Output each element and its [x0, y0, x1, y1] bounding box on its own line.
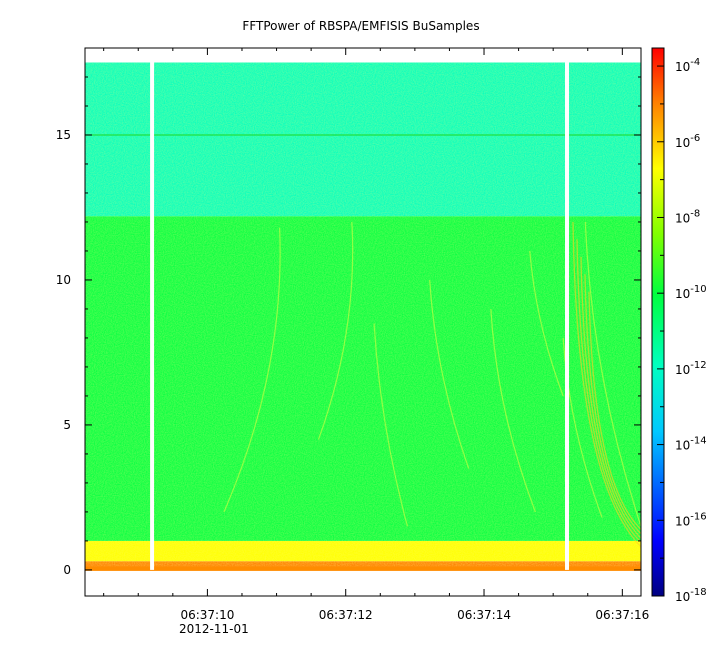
emission-curve: [580, 256, 641, 539]
data-gap: [150, 62, 155, 570]
x-tick-label: 06:37:12: [319, 608, 373, 622]
emission-curve: [584, 274, 641, 535]
whistler-streak: [584, 221, 641, 527]
spectrogram-noise-texture: [85, 62, 641, 570]
whistler-streak: [429, 279, 470, 469]
colorbar-tick-label: 10-6: [675, 133, 700, 150]
chart-title: FFTPower of RBSPA/EMFISIS BuSamples: [242, 19, 479, 33]
plot-area: [85, 48, 641, 596]
emission-curve: [572, 221, 641, 548]
whistler-streak: [223, 227, 281, 513]
colorbar-tick-label: 10-4: [675, 57, 700, 74]
whistler-features: [85, 134, 641, 571]
y-tick-label: 0: [63, 563, 71, 577]
x-date-label: 2012-11-01: [179, 622, 249, 636]
whistler-streak: [373, 323, 409, 527]
whistler-streak: [529, 250, 564, 397]
colorbar-tick-label: 10-10: [675, 284, 707, 301]
plot-frame: [84, 47, 642, 597]
whistler-streak: [490, 308, 536, 513]
x-tick-label: 06:37:16: [595, 608, 649, 622]
y-tick-label: 10: [56, 273, 71, 287]
y-tick-label: 5: [63, 418, 71, 432]
colorbar-tick-label: 10-14: [675, 436, 707, 453]
colorbar-tick-label: 10-12: [675, 360, 707, 377]
x-axis: 06:37:10 06:37:12 06:37:14 06:37:16: [103, 48, 649, 622]
colorbar-ticks: 10-4 10-6 10-8 10-10 10-12 10-14 10-16 10-18: [657, 57, 707, 604]
y-axis: 0 5 10 15: [56, 76, 641, 577]
low-frequency-edge: [85, 566, 641, 571]
x-tick-label: 06:37:10: [180, 608, 234, 622]
colorbar-tick-label: 10-18: [675, 587, 707, 604]
emission-curve: [588, 291, 641, 530]
colorbar-tick-label: 10-16: [675, 511, 707, 528]
y-tick-label: 15: [56, 128, 71, 142]
whistler-streak: [317, 221, 354, 440]
colorbar-tick-label: 10-8: [675, 208, 700, 225]
data-gaps: [150, 62, 570, 570]
whistler-streak: [562, 337, 603, 518]
emission-curve: [576, 239, 641, 543]
data-gap: [565, 62, 570, 570]
x-tick-label: 06:37:14: [457, 608, 511, 622]
colorbar: [652, 48, 664, 596]
